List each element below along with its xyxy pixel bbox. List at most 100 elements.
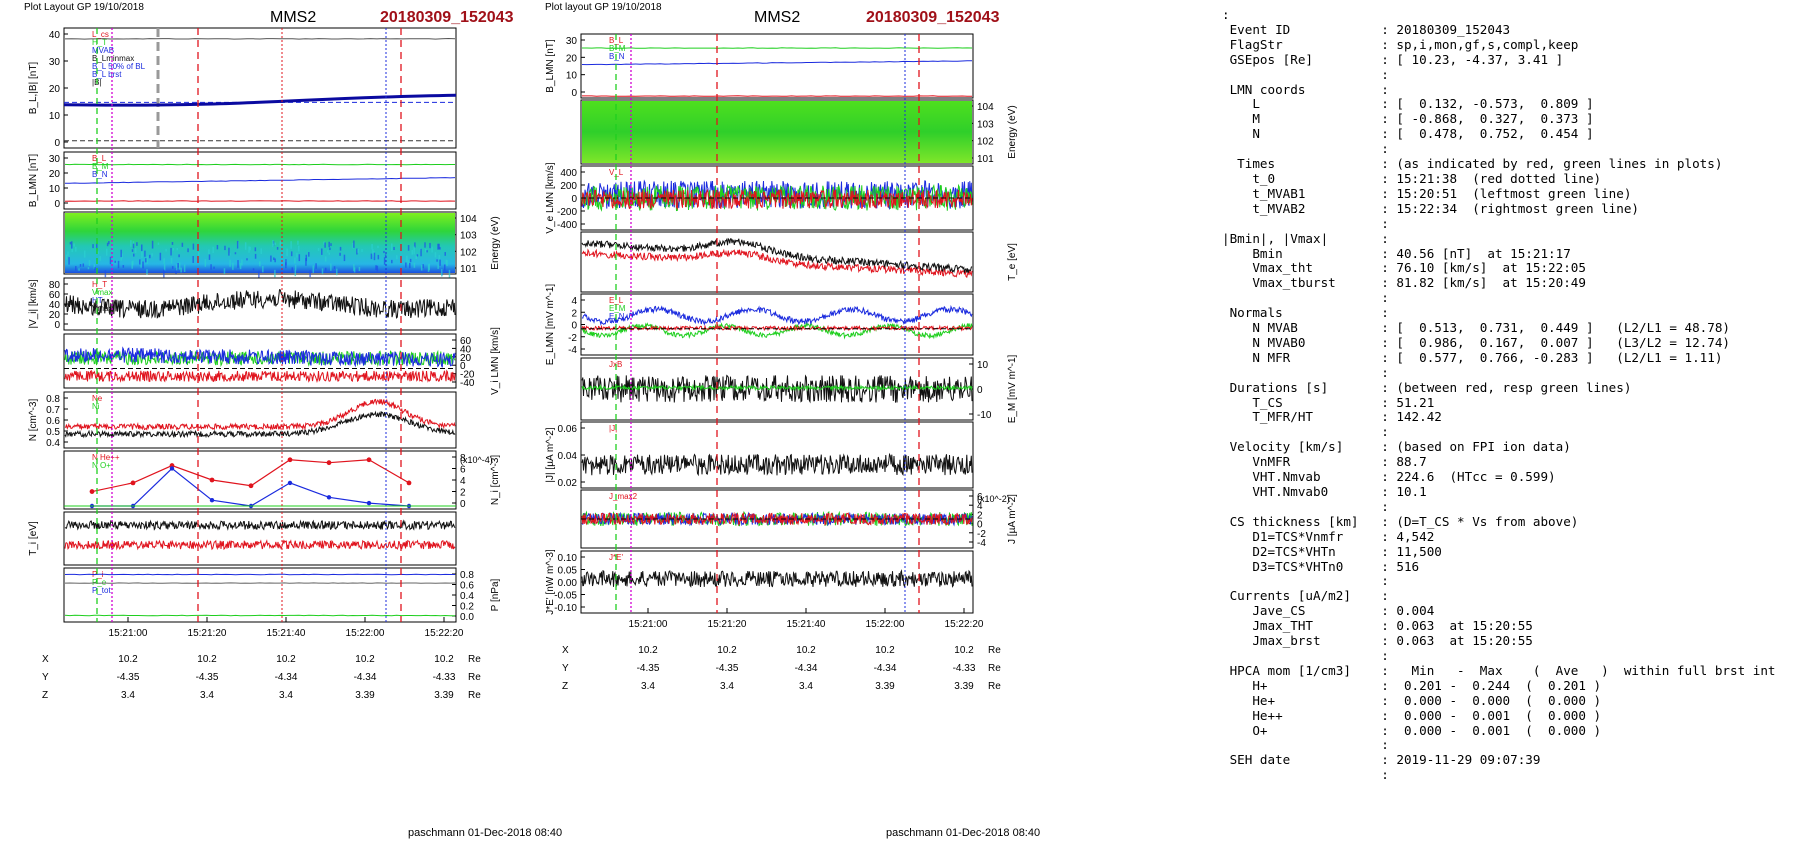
- legend-entry: E_N: [609, 312, 625, 321]
- spectrogram-pixel: [142, 261, 144, 269]
- position-value: -4.34: [795, 663, 818, 674]
- spectrogram-pixel: [151, 253, 153, 257]
- y-tick-label: 0.06: [558, 424, 578, 435]
- spectrogram-pixel: [407, 260, 410, 265]
- spectrogram-pixel: [159, 252, 162, 261]
- spectrogram-pixel: [371, 244, 373, 250]
- legend-entry: B_N: [92, 170, 108, 179]
- spectrogram-pixel: [356, 248, 358, 255]
- y-axis-label: T_i [eV]: [28, 521, 39, 556]
- y-tick-label: 102: [460, 247, 477, 258]
- position-value: 10.2: [197, 654, 217, 665]
- spectrogram-pixel: [97, 251, 100, 254]
- spectrogram-pixel: [425, 248, 427, 253]
- panel-3: T_e [eV]: [580, 231, 1018, 293]
- y-tick-label: 0.8: [46, 394, 60, 405]
- legend-entry: B_L brst: [92, 70, 122, 79]
- spectrogram-pixel: [416, 254, 419, 257]
- position-value: 3.4: [200, 690, 214, 701]
- y-axis-label: B_L,|B| [nT]: [28, 62, 39, 115]
- panel-7: T_i [eV]: [28, 511, 457, 566]
- y-axis-label: N [cm^-3]: [28, 399, 39, 442]
- spectrogram-pixel: [258, 270, 260, 278]
- position-value: 10.2: [355, 654, 375, 665]
- y-tick-label: 2: [460, 488, 466, 499]
- spectrogram-pixel: [406, 255, 408, 263]
- series-line: [581, 248, 973, 279]
- position-value: -4.33: [953, 663, 976, 674]
- panel-frame: [580, 421, 974, 489]
- spectrogram-pixel: [262, 265, 264, 273]
- spectrogram-pixel: [71, 248, 73, 253]
- spectrogram-pixel: [140, 244, 143, 252]
- he-plus-plus-point: [209, 477, 215, 483]
- spectrogram-pixel: [420, 248, 422, 257]
- o-plus-point: [326, 495, 332, 500]
- spectrogram-pixel: [437, 264, 439, 269]
- spectrogram-pixel: [291, 267, 294, 272]
- scale-label: (x10^-4): [460, 455, 493, 465]
- panel-frame: [63, 511, 457, 566]
- spectrogram-pixel: [361, 249, 363, 253]
- spectrogram-pixel: [434, 252, 437, 258]
- spectrogram-image: [582, 101, 972, 163]
- spectrogram-pixel: [254, 247, 257, 252]
- position-unit: Re: [468, 690, 481, 701]
- spectrogram-pixel: [383, 257, 386, 265]
- y-tick-label: 400: [560, 168, 577, 179]
- spectrogram-pixel: [323, 241, 325, 245]
- x-tick-label: 15:21:20: [708, 619, 747, 630]
- spectrogram-pixel: [330, 263, 332, 271]
- spectrogram-pixel: [82, 263, 85, 267]
- spectrogram-pixel: [212, 246, 214, 254]
- spectrogram-pixel: [131, 261, 133, 269]
- spectrogram-pixel: [413, 246, 415, 255]
- position-value: 3.4: [279, 690, 293, 701]
- spectrogram-pixel: [78, 268, 80, 271]
- series-line: [64, 37, 456, 40]
- position-unit: Re: [988, 681, 1001, 692]
- he-plus-plus-point: [366, 457, 372, 463]
- y-axis-label: Energy (eV): [490, 216, 501, 269]
- spectrogram-pixel: [246, 258, 248, 261]
- position-value: 10.2: [796, 645, 816, 656]
- panel-frame: [63, 333, 457, 389]
- spectrogram-pixel: [183, 264, 186, 272]
- spectrogram-pixel: [99, 256, 101, 261]
- spectrogram-pixel: [204, 259, 207, 267]
- y-tick-label: 6: [977, 492, 983, 503]
- y-axis-label: V_e LMN [km/s]: [545, 162, 556, 233]
- spectrogram-pixel: [163, 269, 165, 278]
- spectrogram-pixel: [276, 247, 279, 250]
- y-tick-label: 10: [49, 111, 61, 122]
- y-tick-label: 0.04: [558, 451, 578, 462]
- spectrogram-pixel: [448, 269, 451, 278]
- position-value: -4.35: [196, 672, 219, 683]
- spectrogram-pixel: [192, 255, 194, 263]
- legend-entry: B_L 50% of BL: [92, 62, 146, 71]
- y-tick-label: 103: [977, 119, 994, 130]
- spectrogram-pixel: [120, 256, 122, 261]
- y-axis-label: P [nPa]: [490, 578, 501, 611]
- spectrogram-pixel: [165, 248, 167, 252]
- spectrogram-pixel: [298, 245, 300, 252]
- y-tick-label: -2: [568, 333, 577, 344]
- series-line: [64, 289, 456, 319]
- y-tick-label: 0.8: [460, 570, 474, 581]
- spectrogram-pixel: [131, 249, 134, 252]
- position-value: 3.39: [875, 681, 895, 692]
- spectrogram-pixel: [121, 253, 123, 259]
- panel-1: 30 20 10 0 B_LMN [nT] B_LB_MB_N: [28, 151, 457, 210]
- spectrogram-pixel: [438, 243, 440, 250]
- y-tick-label: 0.6: [460, 581, 474, 592]
- y-tick-label: 0.0: [460, 612, 474, 623]
- position-value: 10.2: [717, 645, 737, 656]
- panel-2: 104 103 102 101 Energy (eV): [63, 211, 501, 278]
- spectrogram-pixel: [223, 268, 226, 275]
- spectrogram-pixel: [329, 247, 331, 251]
- y-tick-label: 0.10: [558, 553, 578, 564]
- legend-entry: N He++: [92, 453, 120, 462]
- spectrogram-pixel: [272, 243, 274, 246]
